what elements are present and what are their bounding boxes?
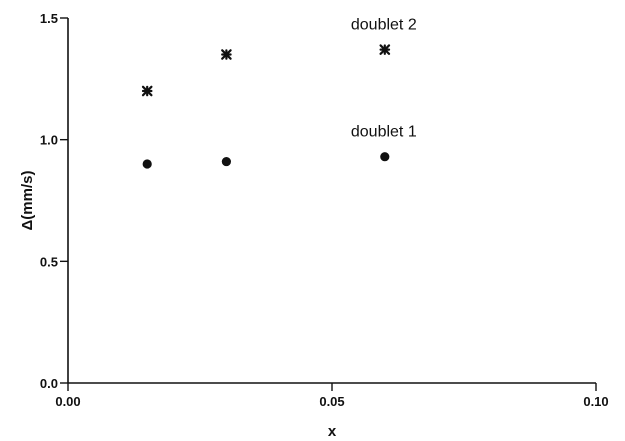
axes [67,18,596,384]
series-1 [141,44,391,97]
data-point [142,159,152,169]
data-point [380,152,390,162]
x-axis-label: x [328,423,337,440]
series-layer [141,44,391,169]
y-tick-label: 0.5 [40,254,58,269]
data-point [221,49,232,60]
y-axis-label: Δ(mm/s) [19,171,36,231]
data-point [379,44,391,55]
y-tick-label: 1.0 [40,133,58,148]
data-point [221,156,231,167]
x-axis-ticks: 0.00 0.05 0.10 [55,383,609,409]
series-label: doublet 1 [351,124,417,141]
x-tick-label: 0.00 [55,394,80,409]
series-label: doublet 2 [351,17,417,34]
series-2 [142,152,390,169]
y-tick-label: 0.0 [40,376,58,391]
y-tick-label: 1.5 [40,11,58,26]
y-axis-ticks: 0.0 0.5 1.0 1.5 [40,11,68,391]
series-labels: doublet 2 doublet 1 [351,17,417,141]
x-tick-label: 0.10 [583,394,608,409]
x-tick-label: 0.05 [319,394,344,409]
data-point [141,85,153,97]
